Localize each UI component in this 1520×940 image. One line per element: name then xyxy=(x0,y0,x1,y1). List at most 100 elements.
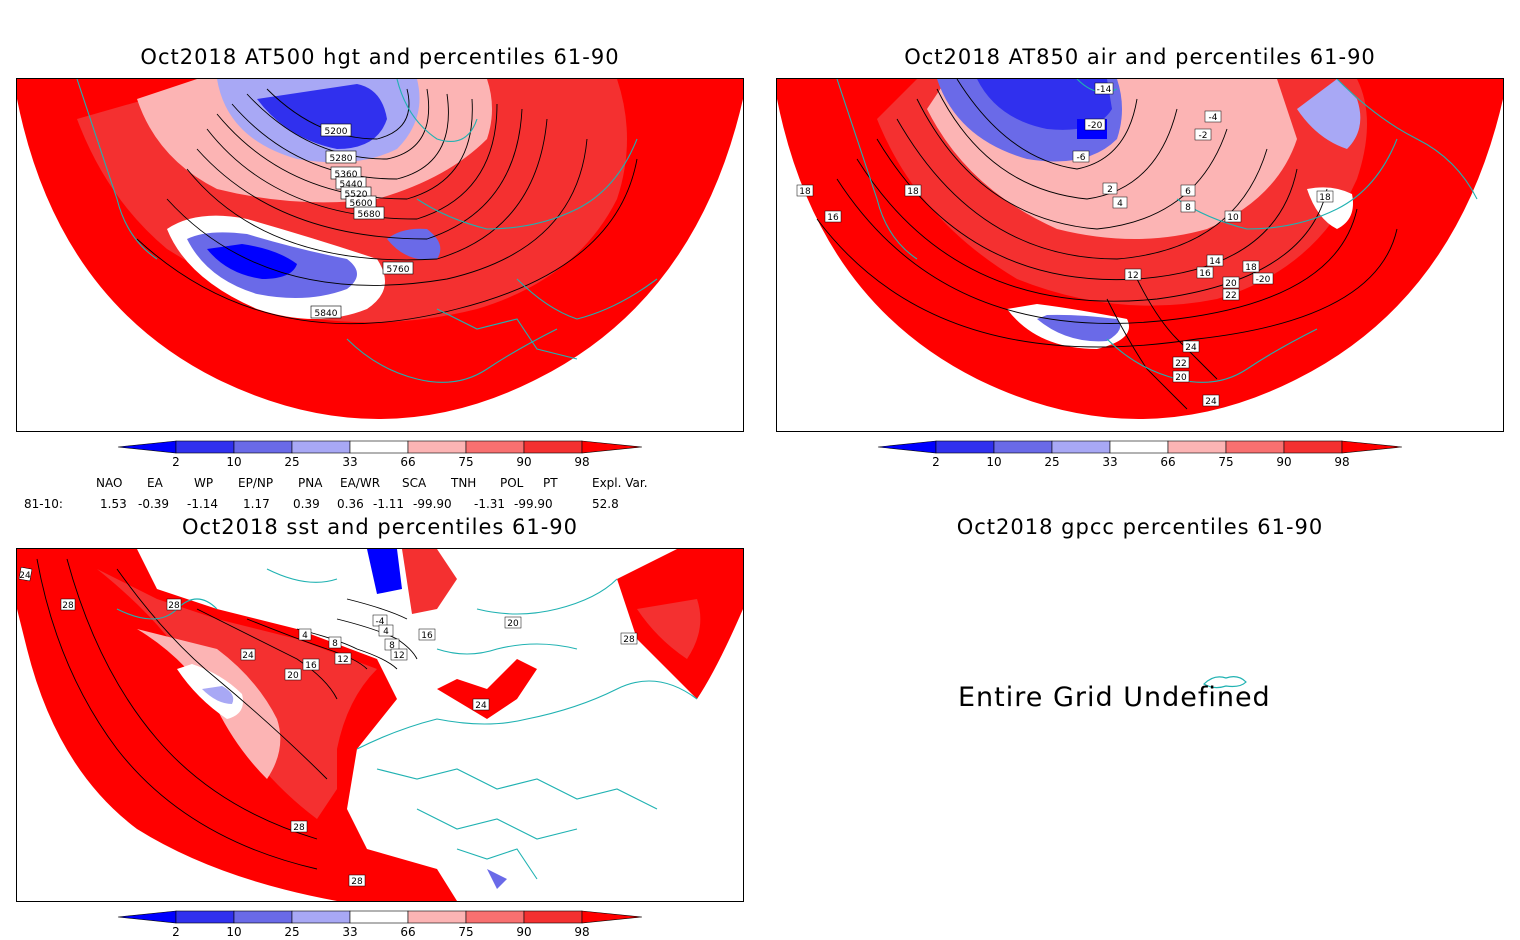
index-header: Expl. Var. xyxy=(592,476,648,490)
colorbar-tick-label: 33 xyxy=(342,455,357,469)
contour-label: 4 xyxy=(1117,199,1123,209)
contour-label: 5760 xyxy=(387,265,410,275)
colorbar-segment xyxy=(407,440,467,454)
colorbar-segment xyxy=(117,910,177,924)
colorbar-segment xyxy=(407,910,467,924)
panel-title-hgt: Oct2018 AT500 hgt and percentiles 61-90 xyxy=(140,45,620,69)
contour-label: 16 xyxy=(827,213,839,223)
index-value: -1.11 xyxy=(373,497,405,511)
colorbar-air: 2 10 25 33 66 75 90 98 xyxy=(877,440,1403,470)
colorbar-tick-label: 75 xyxy=(458,455,473,469)
index-header: PNA xyxy=(298,476,323,490)
index-value: -99.90 xyxy=(413,497,452,511)
colorbar-segment xyxy=(233,440,293,454)
colorbar-tick-label: 10 xyxy=(986,455,1001,469)
map-panel-hgt: 5200 5280 5360 5440 5520 5600 5680 5760 … xyxy=(16,78,744,432)
contour-label: 20 xyxy=(507,619,519,629)
contour-label: 4 xyxy=(302,631,308,641)
colorbar-segment xyxy=(1341,440,1403,454)
index-value: -0.39 xyxy=(138,497,170,511)
index-header: WP xyxy=(194,476,214,490)
contour-label: 8 xyxy=(332,639,338,649)
index-header: TNH xyxy=(451,476,477,490)
colorbar-tick-label: 66 xyxy=(400,455,415,469)
colorbar-segment xyxy=(291,910,351,924)
colorbar-segment xyxy=(465,440,525,454)
contour-label: 24 xyxy=(1185,343,1197,353)
colorbar-tick-label: 2 xyxy=(172,455,180,469)
colorbar-tick-label: 66 xyxy=(400,925,415,939)
map-fragment xyxy=(1203,676,1247,689)
contour-label: -20 xyxy=(1256,275,1271,285)
colorbar-segment xyxy=(1225,440,1285,454)
contour-label: 5440 xyxy=(340,180,363,190)
colorbar-tick-label: 33 xyxy=(342,925,357,939)
contour-label: 10 xyxy=(1227,213,1239,223)
map-hgt: 5200 5280 5360 5440 5520 5600 5680 5760 … xyxy=(17,79,743,419)
panel-title-sst: Oct2018 sst and percentiles 61-90 xyxy=(181,515,579,539)
colorbar-hgt: 2 10 25 33 66 75 90 98 xyxy=(117,440,643,470)
colorbar-segment xyxy=(935,440,995,454)
contour-label: 22 xyxy=(1225,291,1236,301)
colorbar-tick-label: 33 xyxy=(1102,455,1117,469)
contour-label: 18 xyxy=(799,187,811,197)
contour-label: 5360 xyxy=(335,170,358,180)
contour-label: 24 xyxy=(242,651,254,661)
contour-label: -4 xyxy=(376,617,385,627)
contour-label: 22 xyxy=(1175,359,1186,369)
map-sst: 24 28 28 24 20 16 12 8 4 -4 4 8 12 16 20… xyxy=(17,549,743,901)
index-value: 1.53 xyxy=(100,497,127,511)
colorbar-segment xyxy=(1109,440,1169,454)
colorbar-segment xyxy=(1051,440,1111,454)
index-value: -1.14 xyxy=(187,497,219,511)
colorbar-sst: 2 10 25 33 66 75 90 98 xyxy=(117,910,643,940)
panel-title-air: Oct2018 AT850 air and percentiles 61-90 xyxy=(904,45,1376,69)
contour-label: 5520 xyxy=(345,190,368,200)
contour-label: 16 xyxy=(421,631,433,641)
contour-label: 18 xyxy=(1245,263,1257,273)
index-header: PT xyxy=(543,476,558,490)
contour-label: 16 xyxy=(305,661,317,671)
colorbar-tick-label: 2 xyxy=(172,925,180,939)
index-header: EA xyxy=(147,476,163,490)
colorbar-tick-label: 10 xyxy=(226,925,241,939)
contour-label: 4 xyxy=(383,627,389,637)
colorbar-tick-label: 98 xyxy=(574,455,589,469)
colorbar-tick-label: 25 xyxy=(284,455,299,469)
colorbar-segment xyxy=(349,440,409,454)
index-header: NAO xyxy=(96,476,123,490)
map-air: -14 -20 -6 -2 -4 2 4 6 8 10 12 14 16 18 … xyxy=(777,79,1503,419)
colorbar-tick-label: 90 xyxy=(516,455,531,469)
contour-label: 12 xyxy=(337,655,348,665)
colorbar-segment xyxy=(117,440,177,454)
colorbar-segment xyxy=(291,440,351,454)
contour-label: 28 xyxy=(168,601,180,611)
colorbar-tick-label: 98 xyxy=(574,925,589,939)
colorbar-segment xyxy=(1283,440,1343,454)
colorbar-segment xyxy=(175,910,235,924)
contour-label: -2 xyxy=(1199,131,1208,141)
contour-label: 5840 xyxy=(315,309,338,319)
colorbar-tick-label: 66 xyxy=(1160,455,1175,469)
colorbar-segment xyxy=(1167,440,1227,454)
contour-label: 5680 xyxy=(358,210,381,220)
index-header: EA/WR xyxy=(340,476,381,490)
contour-label: 20 xyxy=(1225,279,1237,289)
index-value: -1.31 xyxy=(474,497,506,511)
colorbar-tick-label: 75 xyxy=(1218,455,1233,469)
colorbar-segment xyxy=(349,910,409,924)
index-row-label: 81-10: xyxy=(24,497,63,511)
colorbar-segment xyxy=(581,910,643,924)
contour-label: -20 xyxy=(1088,121,1103,131)
colorbar-segment xyxy=(465,910,525,924)
colorbar-segment xyxy=(993,440,1053,454)
colorbar-tick-label: 75 xyxy=(458,925,473,939)
map-panel-sst: 24 28 28 24 20 16 12 8 4 -4 4 8 12 16 20… xyxy=(16,548,744,902)
contour-label: 20 xyxy=(287,671,299,681)
contour-label: 6 xyxy=(1185,187,1191,197)
contour-label: -4 xyxy=(1209,113,1218,123)
contour-label: 12 xyxy=(393,651,404,661)
colorbar-segment xyxy=(581,440,643,454)
contour-label: 24 xyxy=(475,701,487,711)
contour-label: 18 xyxy=(1319,193,1331,203)
